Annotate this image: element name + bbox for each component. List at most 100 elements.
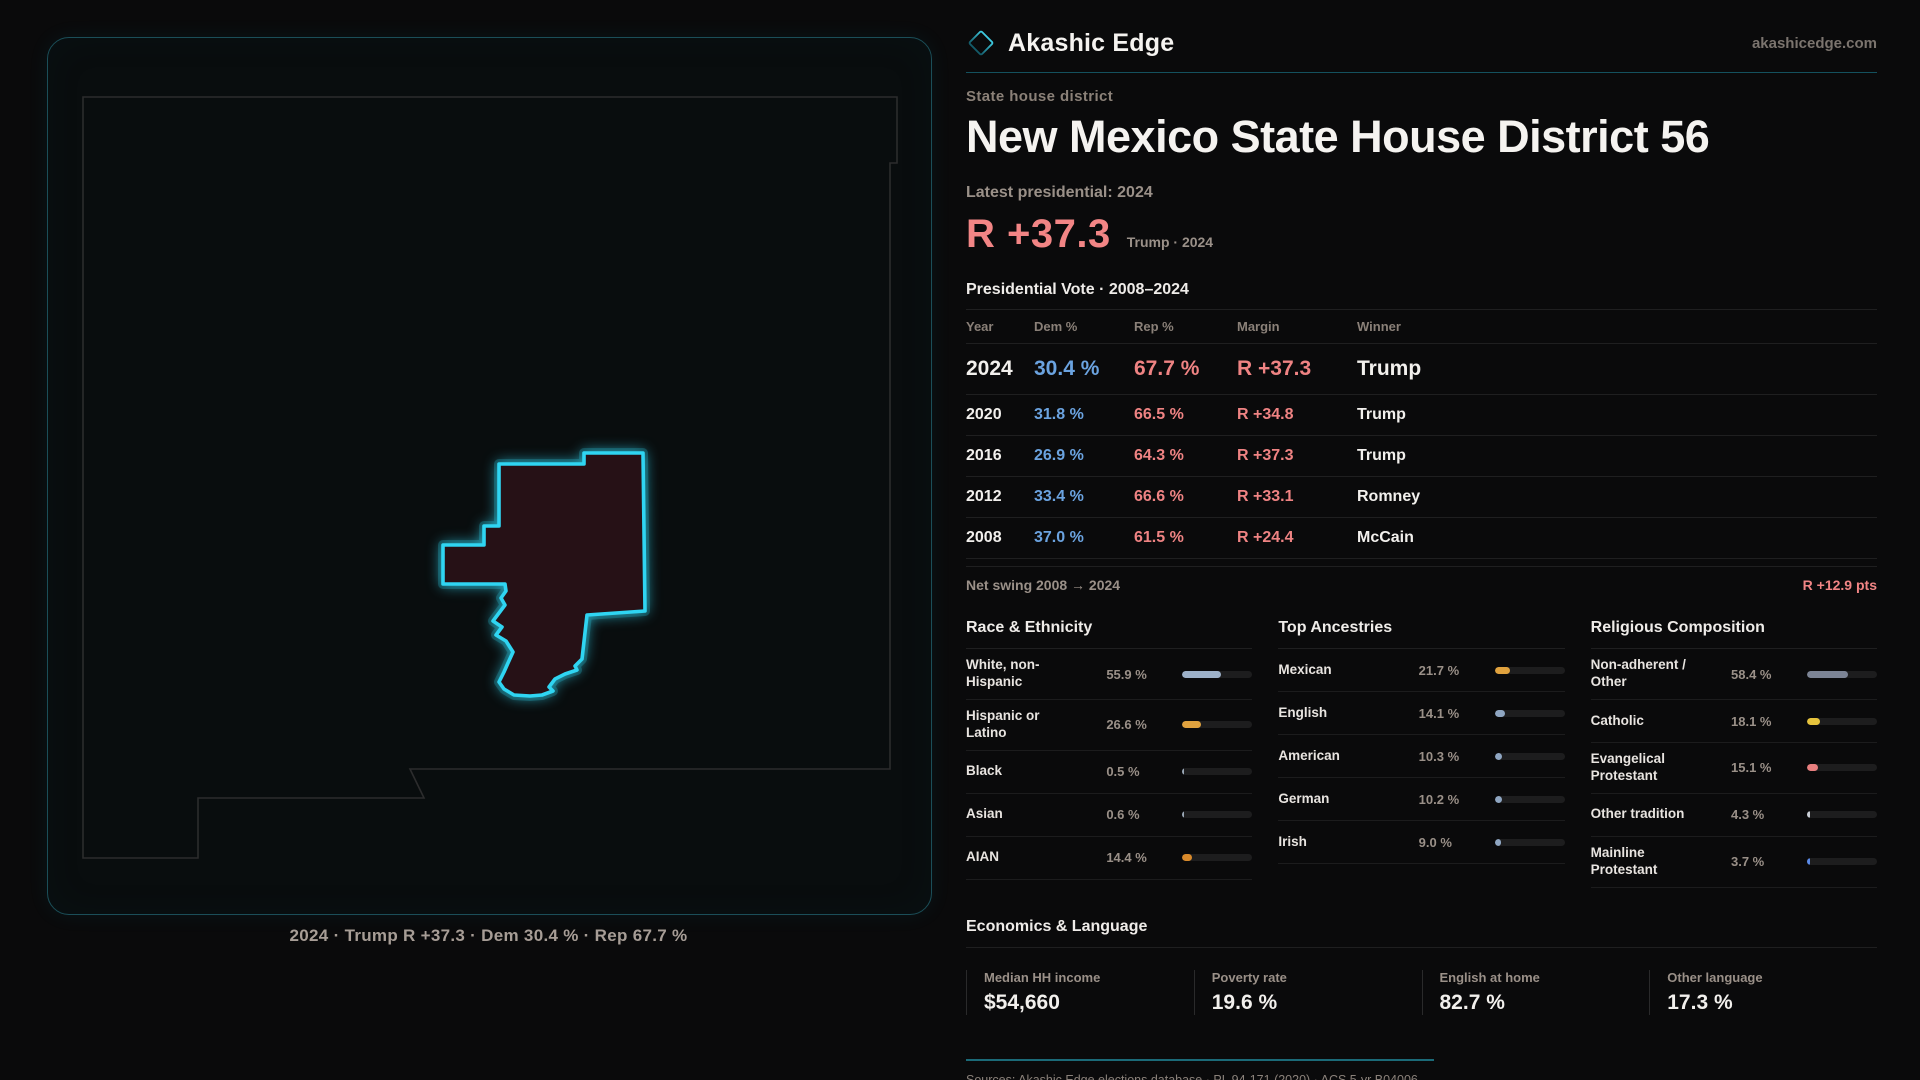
bar-track (1182, 811, 1253, 819)
table-row: 2020 31.8 % 66.5 % R +34.8 Trump (966, 395, 1877, 437)
table-header: Year Dem % Rep % Margin Winner (966, 310, 1877, 345)
pres-table-body: 2024 30.4 % 67.7 % R +37.3 Trump 2020 31.8 % 66… (966, 344, 1877, 560)
bar-fill (1182, 768, 1185, 776)
table-cell-rep: 61.5 % (1134, 529, 1184, 547)
bar-fill (1807, 717, 1820, 725)
bar-fill (1182, 721, 1201, 729)
bar-fill (1807, 670, 1848, 678)
district-map-panel (47, 37, 932, 915)
stat-tile: Poverty rate 19.6 % (1193, 969, 1422, 1015)
net-swing-row: Net swing 2008 → 2024 R +12.9 pts (966, 566, 1877, 593)
kicker: State house district (966, 88, 1114, 105)
net-swing-label: Net swing 2008 → 2024 (966, 577, 1121, 594)
table-row: 2008 37.0 % 61.5 % R +24.4 McCain (966, 518, 1877, 560)
bar-fill (1182, 670, 1222, 678)
demo-value: 18.1 % (1731, 713, 1772, 729)
section-religious-composition: Religious Composition Non-adherent / Oth… (1590, 619, 1877, 888)
demo-value: 26.6 % (1106, 717, 1147, 733)
net-swing-value: R +12.9 pts (1802, 577, 1877, 594)
bar-fill (1807, 858, 1810, 866)
table-row: 2016 26.9 % 64.3 % R +37.3 Trump (966, 436, 1877, 478)
state-map (82, 96, 898, 859)
col-header-margin: Margin (1237, 319, 1280, 335)
bar-track (1494, 752, 1565, 760)
economics-title: Economics & Language (966, 918, 1877, 948)
bar-track (1494, 838, 1565, 846)
col-header-winner: Winner (1357, 319, 1401, 335)
demo-label: Evangelical Protestant (1590, 751, 1665, 783)
stat-value: 19.6 % (1211, 990, 1278, 1014)
bar-track (1807, 717, 1877, 725)
demo-value: 3.7 % (1731, 854, 1765, 870)
demo-row: German 10.2 % (1278, 778, 1565, 822)
section-title: Race & Ethnicity (966, 619, 1253, 650)
table-cell-dem: 37.0 % (1034, 529, 1084, 547)
bar-fill (1494, 666, 1510, 674)
latest-presidential-label: Latest presidential: 2024 (966, 184, 1153, 202)
page-title: New Mexico State House District 56 (966, 111, 1710, 162)
bar-fill (1182, 854, 1193, 862)
demo-list: White, non-Hispanic 55.9 % Hispanic or Lat… (966, 649, 1253, 880)
stat-label: Median HH income (984, 969, 1101, 985)
bar-fill (1494, 795, 1502, 803)
table-cell-winner: Romney (1357, 488, 1421, 506)
demo-value: 10.2 % (1418, 791, 1460, 807)
district-shape (441, 451, 647, 698)
content-column: Akashic Edge akashicedge.com State house… (966, 28, 1877, 1080)
econ-stats: Median HH income $54,660 Poverty rate 19.6 … (966, 969, 1877, 1015)
demo-row: Catholic 18.1 % (1590, 700, 1877, 743)
table-cell-rep: 66.6 % (1134, 488, 1184, 506)
footer: Sources: Akashic Edge elections database… (966, 1058, 1877, 1080)
table-cell-year: 2012 (966, 488, 1002, 506)
table-cell-winner: McCain (1357, 529, 1414, 547)
stat-value: 82.7 % (1439, 990, 1505, 1014)
demo-value: 4.3 % (1731, 807, 1765, 823)
demo-label: Asian (966, 806, 1003, 822)
table-cell-winner: Trump (1357, 406, 1406, 424)
bar-fill (1807, 764, 1818, 772)
new-mexico-outline (82, 96, 898, 859)
table-cell-year: 2008 (966, 529, 1002, 547)
demo-value: 0.5 % (1106, 764, 1140, 780)
section-top-ancestries: Top Ancestries Mexican 21.7 % English 14.1 … (1278, 619, 1565, 887)
table-row: 2012 33.4 % 66.6 % R +33.1 Romney (966, 477, 1877, 519)
bar-track (1807, 811, 1877, 819)
headline-margin-row: R +37.3 Trump · 2024 (966, 212, 1877, 257)
stat-tile: Other language 17.3 % (1649, 969, 1877, 1015)
demo-row: American 10.3 % (1278, 735, 1565, 779)
table-cell-margin: R +37.3 (1237, 357, 1312, 381)
demo-label: English (1278, 704, 1328, 720)
table-cell-rep: 67.7 % (1134, 357, 1200, 381)
bar-track (1494, 666, 1565, 674)
demo-label: Catholic (1590, 712, 1644, 728)
map-caption: 2024 · Trump R +37.3 · Dem 30.4 % · Rep … (289, 926, 688, 945)
stat-value: $54,660 (984, 990, 1060, 1014)
demo-row: English 14.1 % (1278, 692, 1565, 736)
demo-row: AIAN 14.4 % (966, 837, 1253, 880)
table-cell-year: 2020 (966, 406, 1002, 424)
demo-label: Non-adherent / Other (1590, 657, 1686, 690)
headline-margin-value: R +37.3 (966, 212, 1111, 257)
demo-label: German (1278, 790, 1330, 806)
demo-value: 14.1 % (1418, 705, 1460, 721)
demographics-grid: Race & Ethnicity White, non-Hispanic 55.9… (966, 619, 1877, 888)
section-race-ethnicity: Race & Ethnicity White, non-Hispanic 55.9… (966, 619, 1253, 887)
diamond-logo-icon (968, 30, 994, 56)
col-header-year: Year (966, 319, 994, 335)
bar-fill (1494, 838, 1501, 846)
table-cell-margin: R +37.3 (1237, 447, 1294, 465)
headline-context: Trump · 2024 (1126, 234, 1214, 251)
table-cell-dem: 31.8 % (1034, 406, 1084, 424)
table-cell-dem: 30.4 % (1034, 357, 1100, 381)
brand-domain-link[interactable]: akashicedge.com (1751, 34, 1877, 52)
demo-label: Mainline Protestant (1590, 844, 1658, 877)
demo-row: Irish 9.0 % (1278, 821, 1565, 865)
bar-track (1182, 768, 1253, 776)
demo-label: AIAN (966, 849, 999, 865)
demo-label: Black (966, 763, 1003, 779)
table-cell-margin: R +24.4 (1237, 529, 1294, 547)
demo-label: White, non-Hispanic (966, 657, 1040, 690)
sources-text: Sources: Akashic Edge elections database… (966, 1072, 1418, 1080)
demo-label: American (1278, 747, 1340, 763)
